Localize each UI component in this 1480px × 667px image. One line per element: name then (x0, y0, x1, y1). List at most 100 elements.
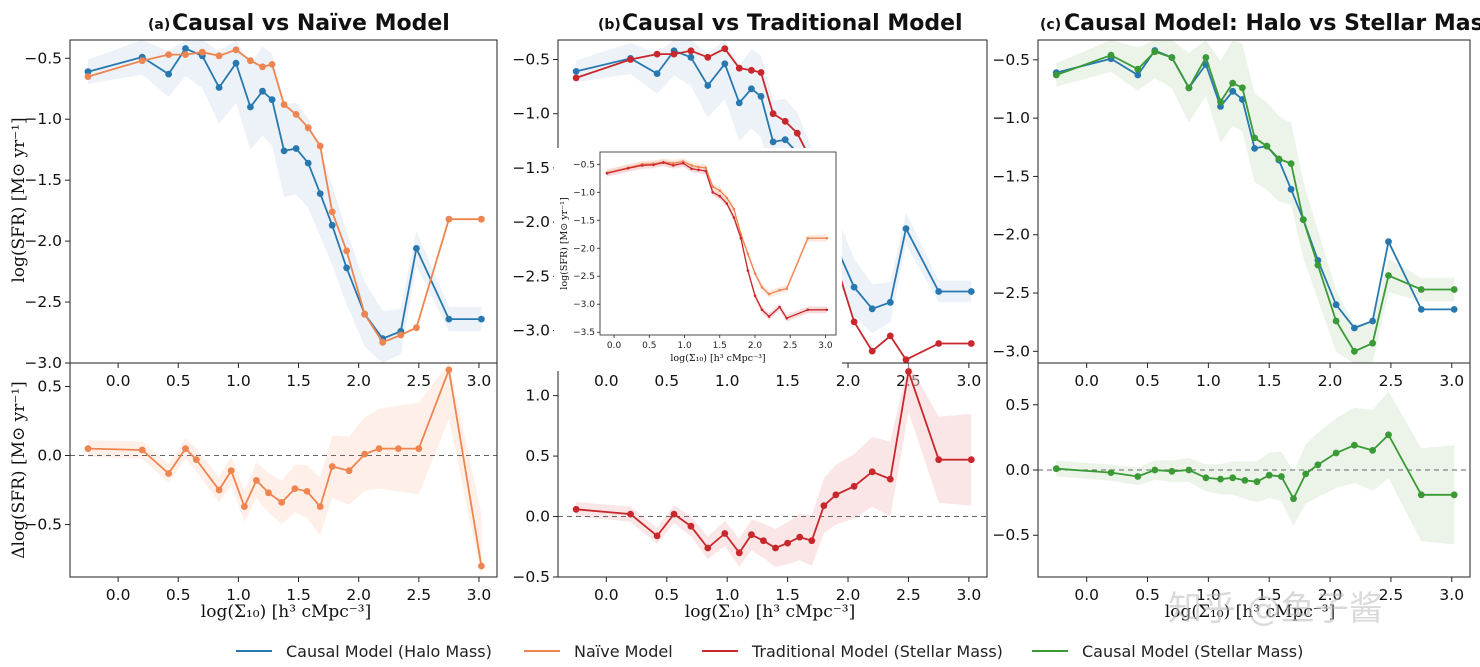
panel-c-bottom-ytick-label-1: 0.0 (1005, 461, 1030, 479)
panel-b-inset-point-0-16 (753, 272, 757, 275)
panel-b-inset-point-1-22 (825, 308, 829, 312)
panel-b-top-point-1-17 (868, 347, 876, 355)
panel-a-top-point-1-12 (304, 124, 312, 132)
panel-c-top-point-0-20 (1417, 306, 1425, 313)
panel-c-top-xtick-label-1: 0.5 (1135, 372, 1160, 390)
panel-b-top-point-1-4 (687, 47, 695, 55)
legend-item-traditional: Traditional Model (Stellar Mass) (702, 642, 1003, 661)
panel-c-top-frame (1037, 39, 1471, 364)
panel-b-inset-xtick-label-6: 3.0 (818, 341, 833, 351)
panel-a-bottom-point-0-18 (395, 445, 402, 452)
panel-b-top-ytick-label-4: −2.5 (512, 267, 550, 285)
panel-a-top-point-0-8 (259, 87, 266, 95)
panel-a-top-point-1-7 (247, 57, 254, 65)
panel-b-bottom-point-0-10 (772, 544, 779, 552)
panel-c-top-point-0-7 (1217, 103, 1224, 110)
panel-c-top-point-1-8 (1229, 79, 1237, 87)
panel-c-top-band-1 (1056, 40, 1455, 363)
panel-c-top-point-1-9 (1239, 84, 1246, 92)
panel-a-bottom-point-0-12 (303, 488, 311, 495)
panel-a-bottom-point-0-19 (415, 445, 423, 452)
panel-c-top-point-1-17 (1351, 347, 1358, 355)
panel-b-top-ytick-label-3: −2.0 (512, 213, 550, 231)
panel-c-xlabel: log(Σ₁₀) [h³ cMpc⁻³] (1165, 602, 1335, 622)
panel-b-bottom-point-0-0 (572, 505, 580, 513)
panel-b-top-point-1-10 (769, 110, 777, 118)
panel-a-top-ylabel: log(SFR) [M⊙ yr⁻¹] (9, 117, 29, 282)
panel-b-bottom-point-0-16 (850, 482, 858, 490)
panel-a-top-point-1-8 (259, 63, 266, 71)
panel-a-top-point-1-0 (84, 73, 92, 80)
panel-c-top-point-1-3 (1151, 48, 1159, 56)
panel-c-top-point-1-5 (1185, 84, 1193, 92)
panel-c-bottom-point-0-11 (1265, 471, 1273, 479)
panel-c-top-point-1-19 (1385, 272, 1392, 279)
panel-c-bottom-xtick-label-4: 2.0 (1318, 586, 1343, 604)
panel-a-bottom-point-0-1 (138, 446, 146, 454)
panel-a-top-ytick-label-4: −2.5 (24, 293, 62, 311)
panel-b-bottom-point-0-12 (796, 533, 804, 541)
panel-b-bottom-point-0-18 (886, 475, 894, 483)
panel-b-top-point-0-8 (748, 85, 755, 93)
panel-a-top-point-1-5 (215, 52, 223, 60)
panel-a-top-series-line-0 (87, 47, 482, 340)
panel-b-inset-point-1-9 (704, 169, 707, 173)
panel-b-inset-ytick-label-0: −0.5 (573, 160, 595, 170)
panel-b-top-point-1-0 (572, 74, 580, 82)
panel-b-inset-point-1-3 (652, 163, 655, 167)
panel-b-bottom-point-0-11 (784, 539, 791, 547)
panel-b-inset-point-0-12 (725, 196, 729, 200)
watermark: 知乎 @鱼子酱 (1168, 589, 1383, 629)
panel-a-top-xtick-label-2: 1.0 (226, 372, 251, 390)
panel-b-top-band-0 (576, 40, 972, 334)
panel-a-bottom-point-0-21 (478, 562, 485, 570)
panel-a-top-ytick-label-0: −0.5 (24, 49, 62, 67)
panel-b-inset-point-0-7 (690, 164, 693, 167)
panel-a-xlabel: log(Σ₁₀) [h³ cMpc⁻³] (201, 602, 371, 622)
panel-a-bottom: 0.5 0.0 −0.5 0.0 0.5 1.0 1.5 2.0 2.5 3.0 (24, 362, 498, 604)
panel-b-inset-bg (554, 148, 842, 371)
panel-b-top-series-line-1 (575, 47, 972, 361)
panel-b-top-point-1-16 (850, 318, 858, 326)
panel-b-bottom-xtick-label-6: 3.0 (957, 586, 982, 604)
panel-b-top-point-0-4 (687, 53, 695, 61)
panel-a-top-xtick-label-6: 3.0 (467, 372, 492, 390)
panel-c-top-point-1-18 (1369, 339, 1376, 347)
panel-a-top-point-0-11 (292, 145, 300, 152)
panel-c-top-point-1-20 (1417, 286, 1425, 293)
panel-a-title: (a) Causal vs Naïve Model (148, 11, 450, 36)
panel-b-inset-point-0-15 (746, 252, 750, 256)
panel-c-top: −0.5 −1.0 −1.5 −2.0 −2.5 −3.0 0.0 0.5 1.0 1.5 2.0 2… (992, 39, 1471, 390)
panel-b-top-point-0-11 (781, 136, 789, 144)
panel-a-bottom-ytick-label-2: −0.5 (24, 516, 62, 534)
panel-b-bottom-point-0-6 (721, 530, 729, 537)
panel-c-top-point-1-1 (1107, 51, 1115, 59)
panel-c-top-point-1-4 (1168, 54, 1176, 61)
panel-a-bottom-point-0-17 (375, 445, 383, 452)
panel-b-inset-point-1-0 (605, 172, 609, 175)
panel-a-top-ytick-label-5: −3.0 (24, 354, 62, 372)
panel-c-top-point-1-6 (1202, 54, 1210, 61)
panel-b-inset-band-1 (607, 159, 827, 322)
panel-c-bottom-ytick-label-2: −0.5 (992, 526, 1030, 544)
panel-b-top-ytick-label-5: −3.0 (512, 321, 550, 339)
panel-b-inset-point-0-10 (711, 185, 714, 188)
panel-a-top-series-line-1 (87, 48, 482, 344)
panel-a-bottom-series-line-0 (87, 366, 483, 567)
panel-a-title-text: Causal vs Naïve Model (172, 11, 450, 36)
panel-c: −0.5 −1.0 −1.5 −2.0 −2.5 −3.0 0.0 0.5 1.0 1.5 2.0 2… (992, 39, 1471, 604)
panel-a-top-xtick-label-0: 0.0 (106, 372, 131, 390)
panel-c-bottom-xtick-label-6: 3.0 (1439, 586, 1464, 604)
panel-a-bottom-point-0-20 (445, 366, 453, 374)
panel-a-top-point-0-15 (343, 264, 350, 272)
panel-b-inset-point-1-21 (806, 308, 810, 312)
panel-b-top-point-1-2 (653, 50, 661, 58)
panel-b-bottom-point-0-19 (905, 368, 912, 375)
panel-b-bottom-xtick-label-3: 1.5 (775, 586, 800, 604)
panel-a: −0.5 −1.0 −1.5 −2.0 −2.5 −3.0 0.0 0.5 1.0 1.5 2.0 2… (24, 39, 498, 604)
panel-a-top-point-1-11 (292, 111, 300, 118)
panel-c-top-point-1-12 (1275, 155, 1283, 163)
panel-a-top-point-0-19 (413, 245, 420, 252)
panel-b-bottom-point-0-7 (735, 549, 743, 557)
